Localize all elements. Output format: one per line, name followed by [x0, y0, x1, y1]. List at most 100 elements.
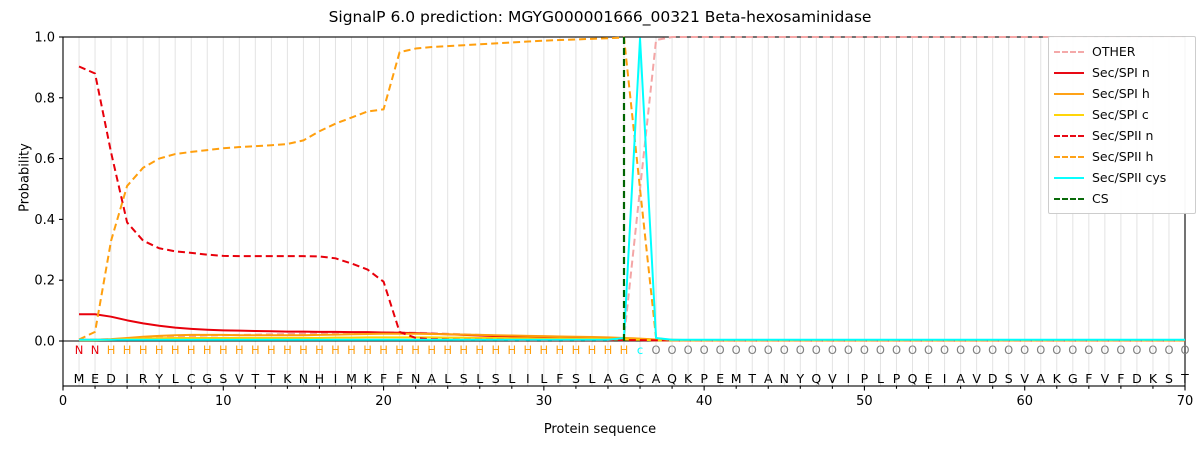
legend-item: CS: [1054, 188, 1190, 209]
residue-label: I: [526, 371, 530, 386]
region-label: H: [139, 343, 148, 357]
residue-label: C: [636, 371, 645, 386]
region-label: H: [171, 343, 180, 357]
y-axis-ticks: 0.0 0.2 0.4 0.6 0.8 1.0: [34, 31, 63, 350]
region-label: O: [1164, 343, 1173, 357]
region-label: H: [299, 343, 308, 357]
region-label: O: [668, 343, 677, 357]
region-label: N: [75, 343, 84, 357]
residue-label: I: [847, 371, 851, 386]
residue-label: C: [187, 371, 196, 386]
data-series-group: [78, 36, 1185, 342]
legend-swatch-line: [1054, 176, 1084, 179]
region-label: H: [235, 343, 244, 357]
residue-label: L: [444, 371, 451, 386]
region-label: O: [892, 343, 901, 357]
sequence-track: NMNEHDHIHRHYHLHCHGHSHVHTHTHKHNHHHIHMHKHF…: [74, 343, 1190, 386]
residue-label: D: [106, 371, 116, 386]
grid-lines: [78, 37, 1186, 386]
region-label: N: [91, 343, 100, 357]
residue-label: S: [572, 371, 580, 386]
region-label: H: [363, 343, 372, 357]
region-label: O: [796, 343, 805, 357]
residue-label: M: [731, 371, 742, 386]
residue-label: K: [363, 371, 372, 386]
residue-label: A: [604, 371, 613, 386]
residue-label: F: [380, 371, 387, 386]
legend: OTHER Sec/SPI n Sec/SPI h Sec/SPI c Sec/SPII…: [1048, 36, 1196, 214]
region-label: H: [347, 343, 356, 357]
region-label: O: [732, 343, 741, 357]
legend-item: Sec/SPII h: [1054, 146, 1190, 167]
residue-label: A: [652, 371, 661, 386]
region-label: O: [748, 343, 757, 357]
x-tick-label: 30: [536, 394, 553, 409]
legend-label: Sec/SPII h: [1092, 149, 1154, 164]
residue-label: F: [1117, 371, 1124, 386]
legend-item: Sec/SPII cys: [1054, 167, 1190, 188]
region-label: O: [684, 343, 693, 357]
residue-label: P: [700, 371, 708, 386]
region-label: O: [780, 343, 789, 357]
region-label: O: [908, 343, 917, 357]
residue-label: V: [1101, 371, 1110, 386]
legend-label: Sec/SPI c: [1092, 107, 1149, 122]
legend-swatch-line: [1054, 92, 1084, 95]
region-label: O: [972, 343, 981, 357]
residue-label: E: [91, 371, 99, 386]
residue-label: N: [299, 371, 308, 386]
residue-label: G: [202, 371, 212, 386]
x-axis-ticks: 0 10 20 30 40 50 60 70: [59, 386, 1193, 409]
residue-label: S: [1165, 371, 1173, 386]
legend-item: Sec/SPI n: [1054, 62, 1190, 83]
residue-label: L: [588, 371, 595, 386]
residue-label: Q: [811, 371, 821, 386]
legend-swatch-line: [1054, 155, 1084, 158]
residue-label: A: [427, 371, 436, 386]
region-label: H: [395, 343, 404, 357]
region-label: H: [588, 343, 597, 357]
region-label: H: [411, 343, 420, 357]
region-label: H: [459, 343, 468, 357]
legend-label: Sec/SPI h: [1092, 86, 1150, 101]
residue-label: E: [925, 371, 933, 386]
residue-label: K: [283, 371, 292, 386]
region-label: O: [1132, 343, 1141, 357]
region-label: H: [123, 343, 132, 357]
residue-label: L: [540, 371, 547, 386]
region-label: H: [155, 343, 164, 357]
region-label: H: [315, 343, 324, 357]
region-label: O: [1036, 343, 1045, 357]
legend-swatch-line: [1054, 50, 1084, 53]
legend-swatch-line: [1054, 134, 1084, 137]
legend-swatch-line: [1054, 71, 1084, 74]
residue-label: M: [346, 371, 357, 386]
region-label: O: [1148, 343, 1157, 357]
region-label: O: [844, 343, 853, 357]
region-label: c: [637, 343, 643, 357]
residue-label: F: [396, 371, 403, 386]
legend-item: OTHER: [1054, 41, 1190, 62]
x-tick-label: 0: [59, 394, 67, 409]
x-tick-label: 20: [375, 394, 392, 409]
region-label: O: [812, 343, 821, 357]
page-title: SignalP 6.0 prediction: MGYG000001666_00…: [328, 8, 872, 26]
residue-label: P: [861, 371, 869, 386]
residue-label: S: [1005, 371, 1013, 386]
residue-label: S: [460, 371, 468, 386]
residue-label: V: [828, 371, 837, 386]
residue-label: S: [219, 371, 227, 386]
x-tick-label: 40: [696, 394, 713, 409]
series-line-sec-spii-cys: [79, 37, 1185, 341]
region-label: H: [251, 343, 260, 357]
residue-label: R: [139, 371, 148, 386]
series-line-other: [79, 36, 1185, 341]
legend-label: OTHER: [1092, 44, 1136, 59]
region-label: O: [828, 343, 837, 357]
legend-item: Sec/SPI h: [1054, 83, 1190, 104]
region-label: H: [427, 343, 436, 357]
residue-label: A: [764, 371, 773, 386]
region-label: H: [540, 343, 549, 357]
legend-swatch-line: [1054, 113, 1084, 116]
